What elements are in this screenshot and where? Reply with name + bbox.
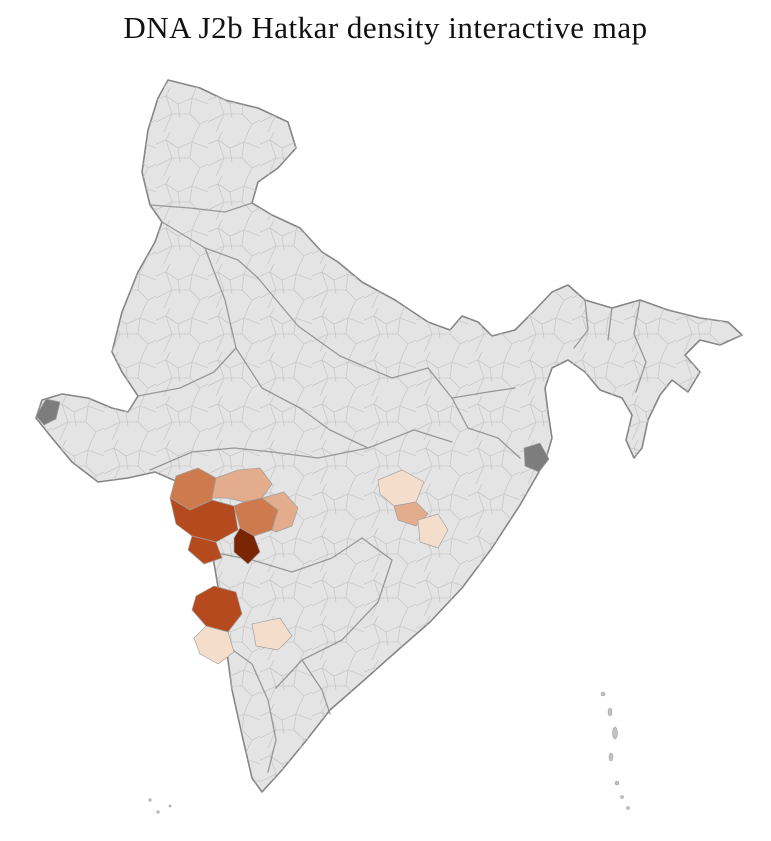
district-highlight[interactable]: [261, 491, 299, 533]
district-highlight[interactable]: [169, 497, 239, 543]
islands: [148, 691, 630, 814]
page-title: DNA J2b Hatkar density interactive map: [123, 10, 648, 45]
district-highlight[interactable]: [187, 535, 223, 565]
density-districts: [35, 398, 550, 665]
district-highlight[interactable]: [251, 617, 293, 651]
district-highlight[interactable]: [35, 398, 61, 426]
district-highlight[interactable]: [233, 527, 261, 565]
district-highlight[interactable]: [417, 513, 449, 549]
district-highlight[interactable]: [193, 625, 235, 665]
district-mesh-overlay: [36, 80, 742, 792]
district-highlight[interactable]: [191, 585, 243, 633]
state-boundaries: [137, 202, 647, 773]
district-highlight[interactable]: [523, 442, 550, 473]
